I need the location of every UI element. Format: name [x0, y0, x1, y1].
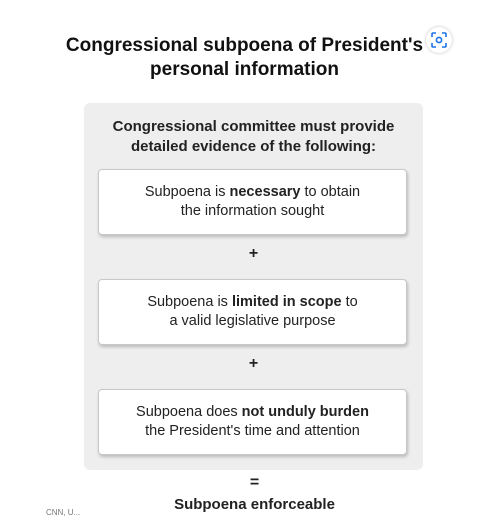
panel-heading-line-2: detailed evidence of the following: — [130, 138, 377, 155]
condition-line-2: a valid legislative purpose — [169, 313, 336, 329]
result-label: Subpoena enforceable — [174, 496, 335, 513]
equals-operator: = — [249, 474, 260, 491]
source-credit: CNN, U... — [46, 508, 81, 517]
condition-line-1: Subpoena is limited in scope to — [99, 293, 406, 312]
lens-scan-glyph — [431, 32, 447, 48]
title-line-1: Congressional subpoena of President's — [65, 35, 424, 56]
diagram-title: Congressional subpoena of President's pe… — [20, 34, 469, 82]
plus-operator: + — [248, 245, 259, 262]
condition-line-1: Subpoena is necessary to obtain — [99, 183, 406, 202]
condition-text: to — [341, 294, 358, 310]
requirements-panel: Congressional committee must provide det… — [84, 103, 423, 470]
condition-necessary: Subpoena is necessary to obtain the info… — [98, 169, 407, 235]
condition-text: Subpoena is — [144, 184, 230, 200]
condition-emphasis: necessary — [229, 184, 301, 200]
condition-line-2: the information sought — [180, 203, 325, 219]
condition-text: Subpoena is — [147, 294, 232, 310]
title-line-2: personal information — [150, 59, 339, 80]
condition-limited-scope: Subpoena is limited in scope to a valid … — [98, 279, 407, 345]
condition-emphasis: limited in scope — [231, 294, 342, 310]
panel-heading-line-1: Congressional committee must provide — [112, 118, 395, 135]
condition-text: to obtain — [300, 184, 361, 200]
panel-heading: Congressional committee must provide det… — [84, 117, 423, 157]
condition-line-1: Subpoena does not unduly burden — [99, 403, 406, 422]
lens-scan-icon[interactable] — [426, 27, 452, 53]
condition-undue-burden: Subpoena does not unduly burden the Pres… — [98, 389, 407, 455]
condition-emphasis: not unduly burden — [241, 404, 369, 420]
plus-operator: + — [248, 355, 259, 372]
condition-line-2: the President's time and attention — [145, 423, 360, 439]
condition-text: Subpoena does — [136, 404, 242, 420]
